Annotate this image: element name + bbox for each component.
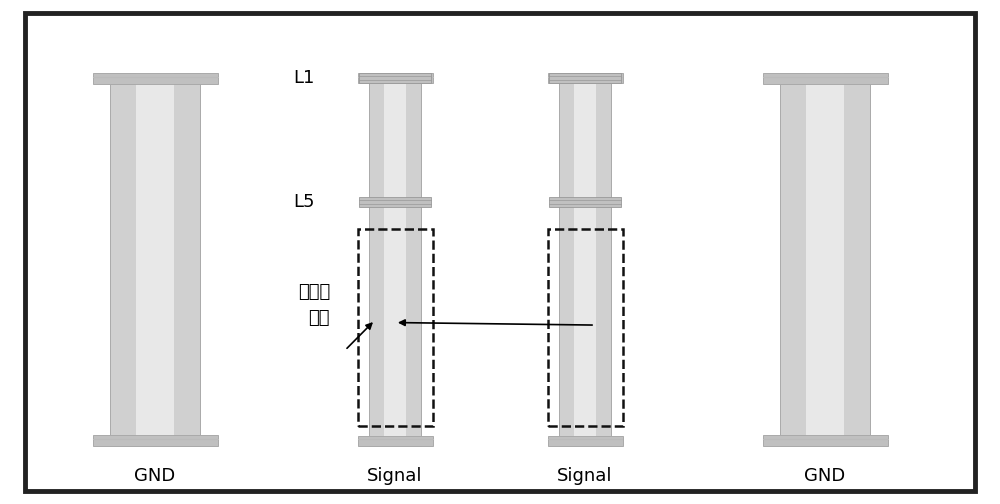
- Text: L5: L5: [294, 193, 315, 211]
- Bar: [369, 73, 421, 446]
- Bar: [548, 73, 622, 83]
- Bar: [92, 435, 218, 446]
- Bar: [136, 73, 174, 446]
- Text: GND: GND: [134, 467, 176, 485]
- Bar: [92, 73, 218, 84]
- Bar: [549, 197, 621, 207]
- Bar: [763, 435, 888, 446]
- Bar: [359, 73, 431, 83]
- Bar: [358, 436, 433, 446]
- Bar: [359, 197, 431, 207]
- Text: Signal: Signal: [367, 467, 423, 485]
- Bar: [559, 73, 611, 446]
- Bar: [548, 436, 622, 446]
- Text: L1: L1: [294, 69, 315, 87]
- Text: GND: GND: [804, 467, 846, 485]
- Bar: [384, 73, 406, 446]
- Bar: [549, 73, 621, 83]
- Text: Signal: Signal: [557, 467, 613, 485]
- Bar: [548, 229, 623, 426]
- Bar: [763, 73, 888, 84]
- Bar: [358, 229, 433, 426]
- Bar: [110, 73, 200, 446]
- Text: 背钒: 背钒: [308, 308, 330, 327]
- Text: 信号孔: 信号孔: [298, 283, 330, 301]
- Bar: [358, 73, 433, 83]
- Bar: [574, 73, 596, 446]
- Bar: [806, 73, 844, 446]
- Bar: [780, 73, 870, 446]
